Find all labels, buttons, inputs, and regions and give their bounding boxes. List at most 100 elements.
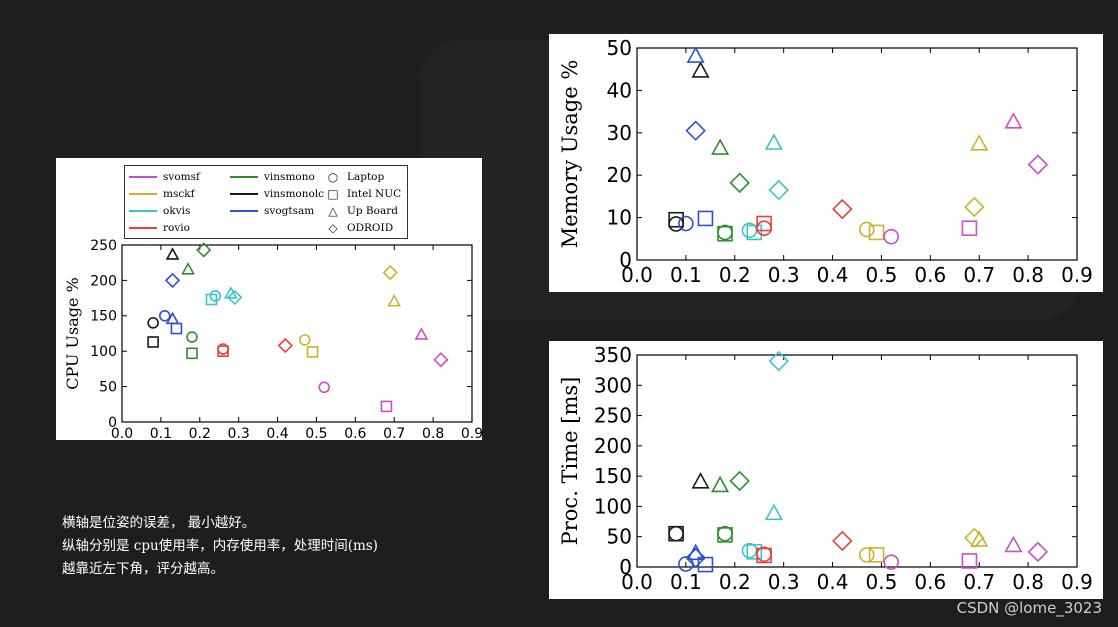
x-tick-label: 0.9 bbox=[1061, 263, 1093, 287]
data-point-okvis-diamond bbox=[227, 289, 243, 306]
legend-label: svomsf bbox=[163, 171, 200, 183]
y-tick-label: 350 bbox=[594, 343, 632, 367]
square-marker-icon: □ bbox=[327, 187, 339, 201]
data-point-rovio-square bbox=[756, 547, 772, 564]
data-point-svomsf-triangle bbox=[1004, 535, 1023, 553]
y-tick-label: 150 bbox=[90, 309, 117, 325]
data-point-rovio-diamond bbox=[832, 198, 853, 220]
legend-label: msckf bbox=[163, 188, 195, 200]
x-tick-label: 0.2 bbox=[189, 426, 211, 442]
legend-label: svogtsam bbox=[264, 205, 315, 217]
proc-time-scatter-chart: 0.0 0.1 0.2 0.3 0.4 0.5 0.6 0.7 0.8 0.9 0 50 100 150 2… bbox=[558, 343, 1093, 594]
legend-line bbox=[129, 210, 157, 212]
x-tick-label: 0.9 bbox=[461, 426, 483, 442]
legend-line bbox=[129, 193, 157, 195]
x-tick-label: 0.3 bbox=[768, 263, 800, 287]
data-point-vinsmonolc-circle bbox=[668, 525, 684, 542]
triangle-marker-icon: △ bbox=[328, 204, 338, 218]
chart-legend: svomsf msckf okvis rovio vinsmono vinsmo… bbox=[124, 165, 408, 239]
plot-frame bbox=[636, 354, 1078, 568]
data-point-vinsmonolc-circle bbox=[668, 216, 684, 232]
x-tick-label: 0.8 bbox=[1012, 263, 1044, 287]
legend-item-laptop: ○ Laptop bbox=[325, 170, 384, 184]
memory-usage-scatter-chart: 0.0 0.1 0.2 0.3 0.4 0.5 0.6 0.7 0.8 0.9 0 10 20 30 40 5… bbox=[558, 36, 1093, 287]
data-point-msckf-diamond bbox=[964, 527, 985, 549]
data-point-vinsmono-square bbox=[717, 225, 733, 242]
data-point-okvis-square bbox=[746, 544, 763, 560]
caption-line-1: 横轴是位姿的误差， 最小越好。 bbox=[62, 515, 256, 531]
y-tick-label: 10 bbox=[607, 206, 632, 230]
data-point-vinsmono-diamond bbox=[196, 242, 212, 258]
x-tick-label: 0.5 bbox=[866, 570, 898, 594]
data-point-svomsf-diamond bbox=[1027, 541, 1049, 563]
y-tick-label: 30 bbox=[607, 121, 632, 145]
data-point-vinsmono-circle bbox=[717, 224, 733, 241]
legend-label: Up Board bbox=[347, 205, 398, 217]
data-point-rovio-diamond bbox=[832, 530, 853, 552]
y-tick-label: 100 bbox=[594, 494, 632, 518]
y-tick-label: 50 bbox=[607, 525, 632, 549]
circle-marker-icon: ○ bbox=[327, 170, 339, 184]
x-tick-label: 0.5 bbox=[305, 426, 327, 442]
data-point-svogtsam-square bbox=[697, 556, 714, 573]
data-point-svomsf-circle bbox=[883, 554, 900, 570]
y-tick-label: 100 bbox=[90, 344, 117, 360]
legend-label: ODROID bbox=[347, 222, 394, 234]
data-point-vinsmonolc-triangle bbox=[691, 472, 710, 489]
x-tick-label: 0.7 bbox=[383, 426, 405, 442]
diamond-marker-icon: ◇ bbox=[328, 221, 338, 235]
data-point-svomsf-circle bbox=[883, 228, 900, 245]
data-point-okvis-circle bbox=[741, 542, 758, 559]
data-point-okvis-triangle bbox=[764, 133, 783, 150]
legend-item-odroid: ◇ ODROID bbox=[325, 221, 393, 235]
data-point-msckf-square bbox=[868, 547, 885, 563]
legend-item-up-board: △ Up Board bbox=[325, 204, 398, 218]
data-point-vinsmono-diamond bbox=[729, 172, 750, 194]
data-point-vinsmonolc-square bbox=[668, 525, 684, 542]
legend-item-svomsf: svomsf bbox=[129, 170, 200, 184]
data-point-vinsmonolc-circle bbox=[147, 317, 159, 329]
x-tick-label: 0.2 bbox=[719, 263, 751, 287]
legend-line bbox=[230, 176, 258, 178]
data-point-okvis-triangle bbox=[224, 286, 238, 299]
proc-time-chart-panel: 0.0 0.1 0.2 0.3 0.4 0.5 0.6 0.7 0.8 0.9 0 50 100 150 2… bbox=[549, 341, 1103, 599]
x-tick-label: 0.0 bbox=[621, 263, 653, 287]
legend-label: Laptop bbox=[347, 171, 385, 183]
data-point-rovio-circle bbox=[756, 220, 772, 236]
y-tick-label: 0 bbox=[619, 555, 632, 579]
data-point-rovio-square bbox=[756, 215, 772, 232]
data-point-okvis-diamond bbox=[768, 350, 790, 372]
data-point-vinsmono-triangle bbox=[711, 475, 730, 493]
legend-label: rovio bbox=[163, 222, 190, 234]
legend-line bbox=[129, 227, 157, 229]
memory-chart-panel: 0.0 0.1 0.2 0.3 0.4 0.5 0.6 0.7 0.8 0.9 0 10 20 30 40 5… bbox=[549, 34, 1103, 292]
data-point-svogtsam-diamond bbox=[164, 272, 181, 289]
plot-frame bbox=[121, 244, 473, 423]
data-point-svomsf-diamond bbox=[1027, 154, 1049, 175]
watermark: CSDN @lome_3023 bbox=[956, 599, 1102, 617]
data-point-svomsf-square bbox=[961, 553, 978, 569]
y-tick-label: 300 bbox=[594, 373, 632, 397]
legend-label: vinsmono bbox=[264, 171, 315, 183]
data-point-svogtsam-circle bbox=[158, 310, 171, 322]
data-point-msckf-circle bbox=[298, 334, 311, 346]
x-tick-label: 0.1 bbox=[150, 426, 172, 442]
x-tick-label: 0.0 bbox=[621, 570, 653, 594]
legend-line bbox=[129, 176, 157, 178]
data-point-okvis-circle bbox=[209, 290, 222, 302]
data-point-msckf-triangle bbox=[970, 134, 989, 151]
data-point-svogtsam-triangle bbox=[686, 46, 705, 63]
legend-item-vinsmonolc: vinsmonolc bbox=[230, 187, 324, 201]
legend-line bbox=[230, 210, 258, 212]
cpu-usage-scatter-chart: 0.0 0.1 0.2 0.3 0.4 0.5 0.6 0.7 0.8 0.9 0 50 100 150 2… bbox=[63, 238, 483, 442]
data-point-vinsmonolc-triangle bbox=[165, 247, 180, 260]
data-point-vinsmono-triangle bbox=[181, 262, 195, 275]
legend-item-rovio: rovio bbox=[129, 221, 190, 235]
y-tick-label: 250 bbox=[594, 404, 632, 428]
y-tick-label: 50 bbox=[99, 380, 117, 396]
x-tick-label: 0.8 bbox=[422, 426, 444, 442]
data-point-svomsf-square bbox=[961, 220, 978, 236]
data-point-svogtsam-diamond bbox=[685, 547, 706, 569]
x-tick-label: 0.6 bbox=[914, 570, 946, 594]
y-tick-label: 0 bbox=[108, 415, 117, 431]
